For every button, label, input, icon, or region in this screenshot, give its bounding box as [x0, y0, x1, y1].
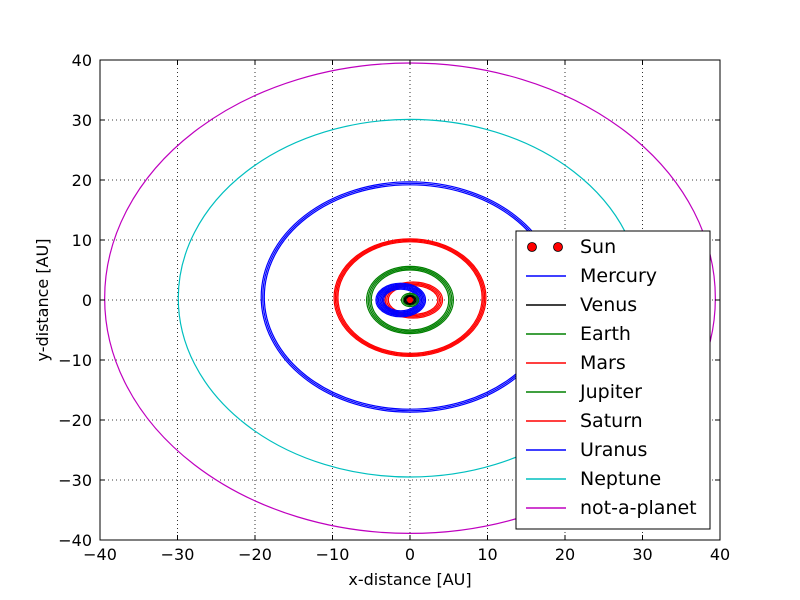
- orbit-path-jupiter: [369, 268, 451, 332]
- x-tick-label: −20: [238, 545, 272, 564]
- legend: Sun Mercury Venus Earth Mars Jupiter Saturn Ura…: [515, 230, 711, 530]
- x-tick-label: 30: [632, 545, 652, 564]
- legend-marker: [527, 242, 537, 252]
- orbit-path-earth: [400, 292, 420, 308]
- orbit-mercury: [375, 282, 427, 318]
- legend-entry-mars: Mars: [526, 352, 626, 374]
- orbit-path-jupiter: [367, 267, 453, 334]
- orbit-path-mercury: [380, 286, 421, 314]
- x-tick-label: −10: [316, 545, 350, 564]
- y-axis-label: y-distance [AU]: [33, 239, 52, 362]
- sun-marker: [406, 296, 414, 304]
- y-tick-label: 10: [72, 231, 92, 250]
- orbit-saturn: [333, 238, 487, 358]
- legend-entry-saturn: Saturn: [526, 410, 643, 432]
- legend-label: Saturn: [580, 410, 643, 432]
- legend-label: Mars: [580, 352, 626, 374]
- legend-entry-uranus: Uranus: [526, 439, 647, 461]
- legend-entry-not-a-planet: not-a-planet: [526, 497, 697, 519]
- x-tick-label: −30: [161, 545, 195, 564]
- axis-ticks: −40 −30 −20 −10 0 10 20 30 40 −40 −30 −20 −10 0 10 20 30…: [58, 51, 730, 564]
- x-tick-label: 40: [710, 545, 730, 564]
- legend-entry-venus: Venus: [526, 294, 637, 316]
- legend-label: Uranus: [580, 439, 647, 461]
- orbit-path-earth: [402, 294, 418, 307]
- legend-label: Mercury: [580, 265, 657, 287]
- legend-entry-neptune: Neptune: [526, 468, 661, 490]
- x-tick-label: −40: [83, 545, 117, 564]
- y-tick-label: −30: [58, 471, 92, 490]
- orbit-path-mercury: [377, 284, 424, 316]
- legend-label: Neptune: [580, 468, 661, 490]
- orbit-path-saturn: [333, 238, 487, 358]
- orbit-jupiter: [366, 265, 455, 335]
- orbit-path-mercury: [376, 283, 425, 317]
- orbit-path-jupiter: [366, 265, 455, 335]
- legend-label: not-a-planet: [580, 497, 697, 519]
- y-tick-label: 20: [72, 171, 92, 190]
- orbit-path-saturn: [334, 239, 486, 357]
- orbit-earth: [400, 292, 420, 308]
- y-tick-label: −20: [58, 411, 92, 430]
- x-tick-label: 0: [405, 545, 415, 564]
- legend-label: Venus: [580, 294, 637, 316]
- orbit-path-mars: [386, 283, 441, 317]
- y-tick-label: −40: [58, 531, 92, 550]
- legend-marker: [553, 242, 563, 252]
- orbit-path-jupiter: [370, 269, 450, 331]
- y-tick-label: 30: [72, 111, 92, 130]
- legend-entry-sun: Sun: [527, 236, 616, 258]
- legend-entry-mercury: Mercury: [526, 265, 657, 287]
- x-tick-label: 20: [555, 545, 575, 564]
- y-tick-label: 40: [72, 51, 92, 70]
- y-tick-label: 0: [82, 291, 92, 310]
- y-tick-label: −10: [58, 351, 92, 370]
- legend-label: Earth: [580, 323, 631, 345]
- legend-label: Sun: [580, 236, 616, 258]
- legend-entry-earth: Earth: [526, 323, 631, 345]
- orbit-path-mercury: [375, 282, 427, 318]
- orbit-path-mars: [384, 282, 442, 318]
- orbit-path-saturn: [336, 240, 484, 356]
- legend-entry-jupiter: Jupiter: [526, 381, 642, 403]
- orbit-path-saturn: [337, 241, 483, 355]
- orbit-path-mercury: [383, 288, 419, 312]
- x-axis-label: x-distance [AU]: [348, 570, 471, 589]
- orbit-path-venus: [403, 294, 417, 306]
- legend-label: Jupiter: [579, 381, 642, 403]
- orbit-path-mercury: [379, 285, 423, 315]
- x-tick-label: 10: [477, 545, 497, 564]
